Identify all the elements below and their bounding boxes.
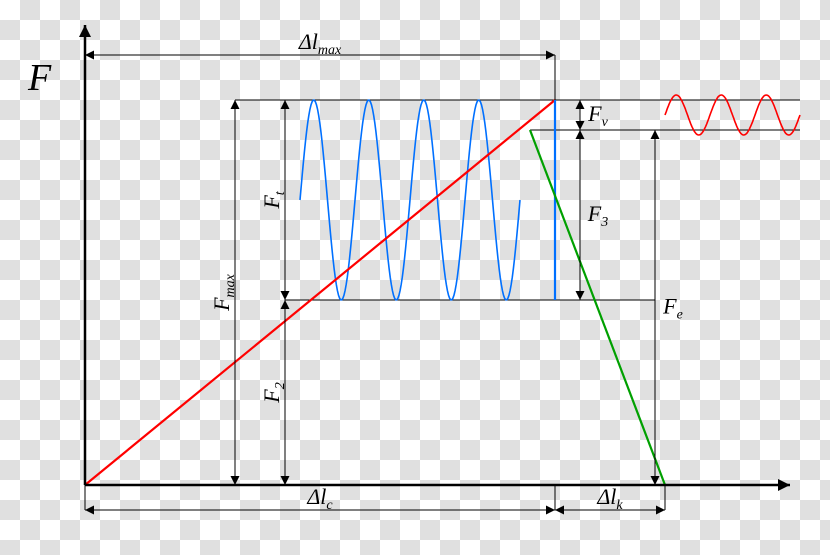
svg-text:F3: F3 [587, 201, 608, 230]
svg-text:Δlmax: Δlmax [298, 29, 342, 58]
svg-text:Fmax: Fmax [209, 273, 238, 312]
svg-text:Fe: Fe [662, 294, 683, 323]
diagram-canvas: F Δlmax Δlc Δlk Fmax Ft F2 Fv F3 Fe [0, 0, 830, 555]
svg-text:F2: F2 [259, 382, 288, 403]
svg-text:Ft: Ft [259, 190, 288, 209]
svg-text:Fv: Fv [587, 101, 608, 130]
svg-text:Δlc: Δlc [306, 484, 333, 513]
svg-text:Δlk: Δlk [596, 484, 623, 513]
y-axis-label: F [27, 57, 52, 99]
